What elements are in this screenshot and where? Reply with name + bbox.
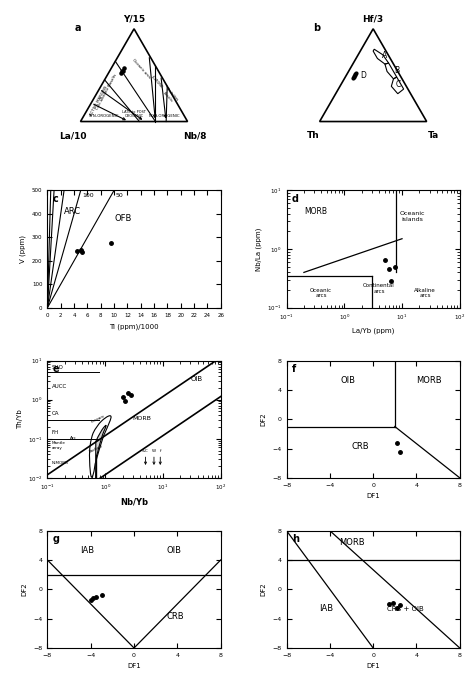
Text: CA: CA: [52, 411, 59, 416]
Text: MORB: MORB: [133, 416, 152, 421]
Text: OIB: OIB: [166, 545, 182, 555]
X-axis label: DF1: DF1: [366, 493, 380, 500]
Text: SHO: SHO: [52, 365, 64, 370]
Text: ARC: ARC: [64, 207, 81, 216]
Text: Oceanic arcs: Oceanic arcs: [131, 58, 151, 79]
Y-axis label: DF2: DF2: [22, 583, 28, 596]
Text: MORB: MORB: [417, 375, 442, 385]
Text: CRB + OIB: CRB + OIB: [387, 606, 424, 612]
Text: h: h: [292, 534, 299, 544]
Text: C: C: [396, 80, 401, 90]
Text: CRB: CRB: [166, 612, 184, 621]
Text: c: c: [53, 194, 58, 204]
Text: S,C: S,C: [142, 450, 149, 454]
Text: A: A: [382, 51, 387, 60]
Text: Ta: Ta: [428, 131, 439, 140]
Text: OFB: OFB: [114, 214, 131, 223]
Text: W: W: [152, 450, 156, 454]
Y-axis label: Nb/La (ppm): Nb/La (ppm): [255, 227, 262, 271]
Text: 50: 50: [116, 193, 124, 198]
Text: IAB: IAB: [319, 604, 333, 614]
Text: b: b: [313, 22, 321, 32]
Text: Forearc: Forearc: [90, 414, 106, 424]
Text: Alkaline
arcs: Alkaline arcs: [414, 288, 436, 298]
Text: g: g: [53, 534, 60, 544]
Text: Hf/3: Hf/3: [363, 14, 384, 24]
X-axis label: Ti (ppm)/1000: Ti (ppm)/1000: [109, 323, 159, 329]
Text: Th: Th: [307, 131, 319, 140]
Text: OIB: OIB: [191, 376, 202, 382]
Text: Tholeiites
Basalts: Tholeiites Basalts: [160, 86, 178, 105]
Text: Arc: Arc: [70, 436, 77, 439]
Text: IAB: IAB: [80, 545, 94, 555]
Text: SYN-OROGENIC: SYN-OROGENIC: [89, 114, 119, 118]
Text: ACTIVE MARGINS: ACTIVE MARGINS: [89, 86, 108, 117]
Text: e: e: [53, 364, 59, 374]
Y-axis label: DF2: DF2: [261, 583, 267, 596]
Text: d: d: [292, 194, 299, 204]
Text: MORB: MORB: [304, 207, 327, 216]
Text: Continental
arcs: Continental arcs: [363, 283, 395, 294]
Text: MORB: MORB: [339, 539, 365, 547]
Text: FH: FH: [52, 430, 59, 435]
Text: f: f: [292, 364, 296, 374]
Text: CRB: CRB: [352, 441, 369, 450]
Y-axis label: Th/Yb: Th/Yb: [17, 409, 23, 429]
Text: N-MORB: N-MORB: [52, 462, 69, 466]
Ellipse shape: [80, 425, 106, 675]
Text: E-MORB: E-MORB: [150, 76, 163, 90]
Text: Nb/8: Nb/8: [183, 131, 207, 140]
Text: B: B: [394, 66, 399, 76]
Y-axis label: V (ppm): V (ppm): [20, 235, 27, 263]
X-axis label: Nb/Yb: Nb/Yb: [120, 497, 148, 506]
Text: f: f: [160, 450, 161, 454]
Text: Calc-alkaline Basalts: Calc-alkaline Basalts: [95, 73, 118, 111]
X-axis label: DF1: DF1: [127, 664, 141, 670]
Text: La/10: La/10: [59, 131, 87, 140]
Text: Mantle
array: Mantle array: [52, 441, 66, 450]
X-axis label: La/Yb (ppm): La/Yb (ppm): [352, 327, 394, 334]
Text: Oceanic
arcs: Oceanic arcs: [310, 288, 332, 298]
Text: OIB: OIB: [341, 375, 356, 385]
Text: D: D: [361, 71, 366, 80]
Text: Backarc: Backarc: [89, 444, 104, 454]
Text: Y/15: Y/15: [123, 14, 145, 24]
X-axis label: DF1: DF1: [366, 664, 380, 670]
Text: Oceanic
islands: Oceanic islands: [400, 211, 425, 222]
Text: a: a: [74, 22, 81, 32]
Text: 100: 100: [83, 193, 94, 198]
Text: NON-OROGENIC: NON-OROGENIC: [148, 114, 180, 118]
Y-axis label: DF2: DF2: [261, 412, 267, 426]
Text: AUCC: AUCC: [52, 384, 67, 389]
Text: LATE to POST
OROGENIC: LATE to POST OROGENIC: [122, 109, 146, 118]
